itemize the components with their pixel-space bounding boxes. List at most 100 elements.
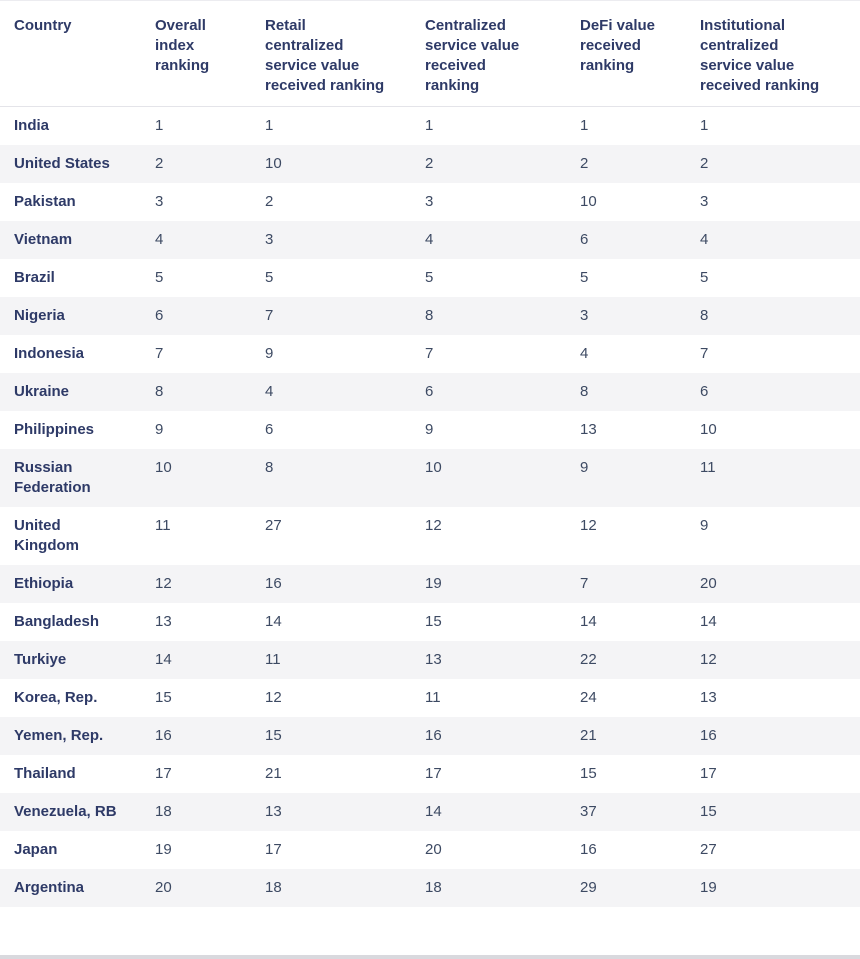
- table-row: Argentina 20 18 18 29 19: [0, 869, 860, 907]
- rank-cell: 13: [265, 803, 282, 820]
- rank-cell: 11: [700, 459, 716, 476]
- rank-cell: 13: [580, 421, 597, 438]
- country-cell: Venezuela, RB: [14, 803, 117, 820]
- rank-cell: 6: [265, 421, 274, 438]
- ranking-table: Country Overall index ranking Retail centr…: [0, 0, 860, 907]
- column-header: Institutional centralized service value …: [686, 0, 860, 107]
- rank-cell: 11: [265, 651, 281, 668]
- rank-cell: 6: [580, 231, 589, 248]
- rank-cell: 16: [155, 727, 172, 744]
- rank-cell: 8: [265, 459, 274, 476]
- rank-cell: 10: [580, 193, 597, 210]
- rank-cell: 8: [580, 383, 589, 400]
- rank-cell: 8: [425, 307, 434, 324]
- rank-cell: 19: [155, 841, 172, 858]
- rank-cell: 17: [700, 765, 717, 782]
- rank-cell: 24: [580, 689, 597, 706]
- rank-cell: 7: [580, 575, 589, 592]
- rank-cell: 19: [700, 879, 717, 896]
- rank-cell: 18: [265, 879, 282, 896]
- table-row: Yemen, Rep. 16 15 16 21 16: [0, 717, 860, 755]
- table-row: Indonesia 7 9 7 4 7: [0, 335, 860, 373]
- rank-cell: 3: [425, 193, 434, 210]
- table-row: Turkiye 14 11 13 22 12: [0, 641, 860, 679]
- rank-cell: 9: [580, 459, 589, 476]
- table-row: Brazil 5 5 5 5 5: [0, 259, 860, 297]
- rank-cell: 14: [425, 803, 442, 820]
- table-body: India 1 1 1 1 1 United States 2 10 2 2 2 Pakistan 3 2 3…: [0, 107, 860, 907]
- country-cell: Pakistan: [14, 193, 76, 210]
- rank-cell: 18: [155, 803, 172, 820]
- table-row: Korea, Rep. 15 12 11 24 13: [0, 679, 860, 717]
- table-row: Bangladesh 13 14 15 14 14: [0, 603, 860, 641]
- rank-cell: 10: [155, 459, 172, 476]
- rank-cell: 2: [580, 155, 589, 172]
- country-cell: Turkiye: [14, 651, 67, 668]
- table-row: United States 2 10 2 2 2: [0, 145, 860, 183]
- column-header: Centralized service value received ranki…: [411, 0, 566, 107]
- rank-cell: 37: [580, 803, 597, 820]
- country-cell: Japan: [14, 841, 58, 858]
- rank-cell: 2: [155, 155, 164, 172]
- rank-cell: 2: [700, 155, 709, 172]
- rank-cell: 1: [265, 117, 274, 134]
- rank-cell: 9: [425, 421, 434, 438]
- column-header: Overall index ranking: [141, 0, 251, 107]
- rank-cell: 9: [155, 421, 164, 438]
- rank-cell: 14: [700, 613, 717, 630]
- rank-cell: 14: [155, 651, 172, 668]
- country-cell: Thailand: [14, 765, 76, 782]
- rank-cell: 4: [580, 345, 589, 362]
- country-cell: Bangladesh: [14, 613, 100, 630]
- rank-cell: 9: [700, 517, 709, 534]
- country-cell: United Kingdom: [14, 517, 79, 554]
- rank-cell: 12: [580, 517, 597, 534]
- table-row: Pakistan 3 2 3 10 3: [0, 183, 860, 221]
- rank-cell: 27: [700, 841, 717, 858]
- rank-cell: 6: [700, 383, 709, 400]
- rank-cell: 13: [155, 613, 172, 630]
- rank-cell: 15: [580, 765, 597, 782]
- rank-cell: 15: [265, 727, 282, 744]
- country-cell: Vietnam: [14, 231, 73, 248]
- rank-cell: 5: [425, 269, 434, 286]
- rank-cell: 17: [155, 765, 172, 782]
- header-row: Country Overall index ranking Retail centr…: [0, 0, 860, 107]
- rank-cell: 18: [425, 879, 442, 896]
- next-row-partial-strip: [0, 955, 860, 959]
- column-header: Country: [0, 0, 141, 107]
- rank-cell: 10: [425, 459, 442, 476]
- rank-cell: 2: [425, 155, 434, 172]
- country-cell: Nigeria: [14, 307, 65, 324]
- rank-cell: 8: [700, 307, 709, 324]
- rank-cell: 22: [580, 651, 597, 668]
- table-row: Venezuela, RB 18 13 14 37 15: [0, 793, 860, 831]
- rank-cell: 13: [700, 689, 717, 706]
- rank-cell: 29: [580, 879, 597, 896]
- rank-cell: 15: [155, 689, 172, 706]
- rank-cell: 3: [580, 307, 589, 324]
- country-cell: Philippines: [14, 421, 95, 438]
- rank-cell: 2: [265, 193, 274, 210]
- column-header: DeFi value received ranking: [566, 0, 686, 107]
- country-cell: Brazil: [14, 269, 55, 286]
- rank-cell: 6: [155, 307, 164, 324]
- country-cell: Argentina: [14, 879, 85, 896]
- rank-cell: 16: [265, 575, 282, 592]
- rank-cell: 5: [155, 269, 164, 286]
- rank-cell: 15: [425, 613, 442, 630]
- rank-cell: 17: [265, 841, 282, 858]
- table-row: Japan 19 17 20 16 27: [0, 831, 860, 869]
- rank-cell: 7: [700, 345, 709, 362]
- rank-cell: 6: [425, 383, 434, 400]
- country-cell: Korea, Rep.: [14, 689, 98, 706]
- country-cell: Ukraine: [14, 383, 70, 400]
- rank-cell: 12: [425, 517, 442, 534]
- country-cell: Russian Federation: [14, 459, 91, 496]
- table-row: Ethiopia 12 16 19 7 20: [0, 565, 860, 603]
- rank-cell: 3: [265, 231, 274, 248]
- rank-cell: 7: [155, 345, 164, 362]
- rank-cell: 3: [155, 193, 164, 210]
- rank-cell: 5: [265, 269, 274, 286]
- rank-cell: 7: [265, 307, 274, 324]
